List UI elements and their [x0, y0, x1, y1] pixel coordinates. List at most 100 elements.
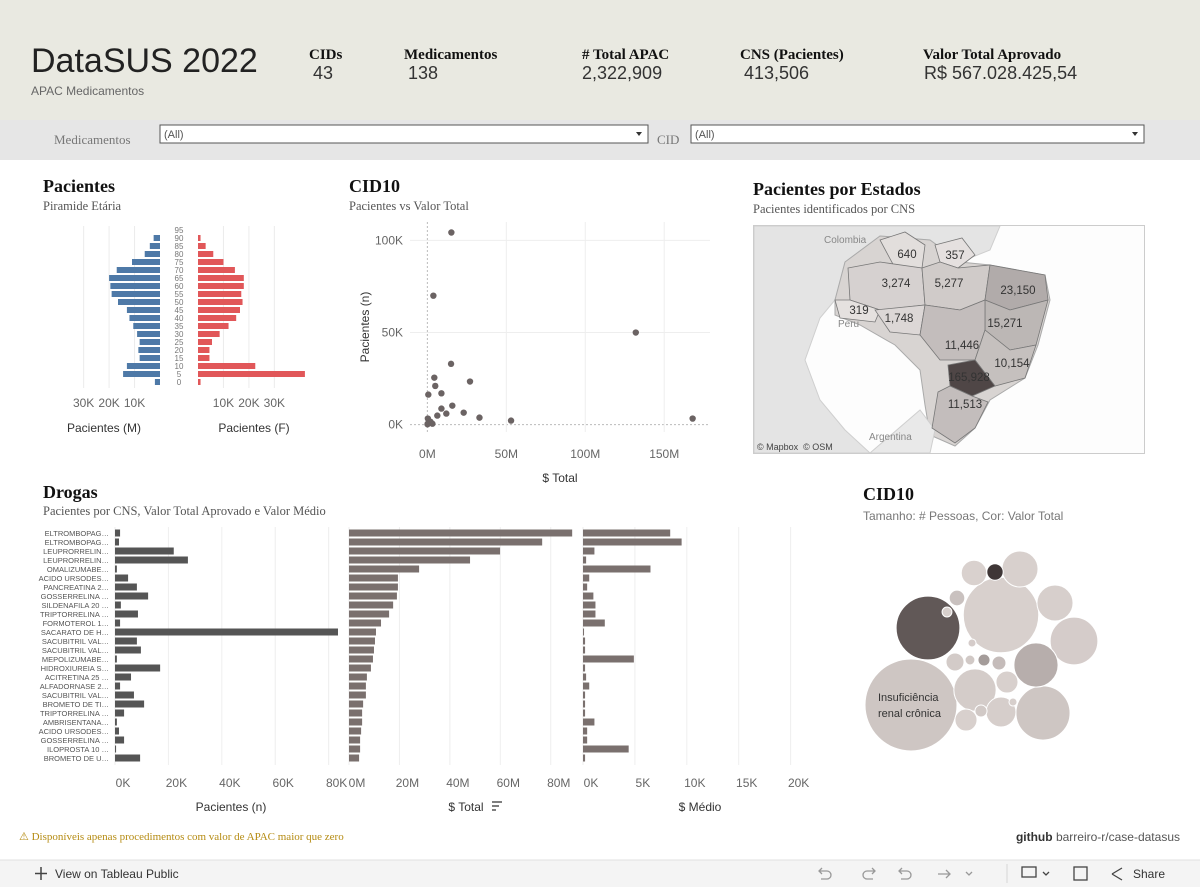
bar [349, 754, 360, 762]
credit-repo[interactable]: barreiro-r/case-datasus [1056, 830, 1180, 844]
dropdown-arrow[interactable] [636, 132, 642, 136]
bar [138, 347, 160, 353]
bar [115, 673, 132, 681]
category-label: MEPOLIZUMABE… [42, 655, 109, 664]
dropdown-arrow[interactable] [1132, 132, 1138, 136]
bar [349, 745, 361, 753]
x-axis-label: Pacientes (n) [196, 800, 267, 814]
bar [349, 700, 364, 708]
category-label: SACARATO DE H… [41, 628, 109, 637]
state-label: 165,928 [948, 372, 990, 384]
x-tick-label: 40K [219, 776, 240, 790]
bar [198, 323, 229, 329]
bar [126, 307, 160, 313]
bar [111, 291, 160, 297]
x-tick-label: 20M [396, 776, 419, 790]
bar [198, 379, 201, 385]
redo[interactable] [862, 867, 876, 880]
bar [129, 315, 160, 321]
download[interactable] [1021, 866, 1037, 878]
footer-credit[interactable]: github barreiro-r/case-datasus [1016, 830, 1180, 844]
age-label: 55 [175, 290, 184, 299]
bar [198, 283, 244, 289]
undo[interactable] [818, 867, 832, 880]
header-title: DataSUS 2022 [31, 42, 258, 80]
bar [115, 574, 129, 582]
state [834, 299, 881, 323]
credit-site[interactable]: github [1016, 830, 1053, 844]
point [424, 421, 431, 428]
point [507, 417, 515, 424]
bar [132, 259, 160, 265]
bar [153, 235, 160, 241]
bar [198, 339, 212, 345]
dropdown[interactable]: (All) [690, 124, 1145, 144]
toolbar [0, 860, 1200, 887]
caret[interactable] [965, 871, 973, 876]
bubble [960, 559, 988, 587]
dropdown-value[interactable]: (All) [164, 129, 184, 141]
bar [349, 655, 373, 663]
chart-title: Pacientes por Estados [753, 179, 921, 199]
bar [115, 682, 121, 690]
x-tick-label: 10K [124, 396, 145, 410]
bar [115, 619, 121, 627]
bar [349, 592, 397, 600]
tableau-icon[interactable] [35, 867, 47, 880]
point [432, 382, 439, 390]
category-label: LEUPRORRELIN… [43, 556, 109, 565]
bar [198, 267, 235, 273]
refresh[interactable] [938, 869, 951, 879]
dropdown-box[interactable] [690, 124, 1145, 144]
kpi-value: 2,322,909 [582, 63, 662, 83]
place-label: Colombia [824, 235, 867, 246]
bar [349, 601, 394, 609]
category-label: PANCREATINA 2… [43, 583, 109, 592]
x-tick-label: 15K [736, 776, 757, 790]
state-label: 1,748 [885, 313, 914, 325]
share-icon[interactable] [1111, 867, 1123, 881]
bar [583, 745, 629, 753]
toolbar-icons[interactable] [818, 864, 1123, 883]
dropdown-value[interactable]: (All) [695, 129, 715, 141]
x-tick-label: 0M [419, 447, 436, 461]
bubble [948, 589, 966, 607]
bar [349, 538, 543, 546]
header-bg [0, 0, 1200, 120]
point [431, 374, 438, 381]
category-label: ELTROMBOPAG… [45, 529, 109, 538]
point [447, 360, 455, 368]
bar [115, 610, 138, 618]
bar [109, 275, 160, 281]
point [689, 415, 696, 422]
map-layer: 640 357 3,274 5,277 23,150 319 1,748 15,271 11,4… [757, 231, 1049, 452]
dropdown-box[interactable] [159, 124, 649, 144]
caret[interactable] [1042, 871, 1050, 876]
bar [123, 371, 160, 377]
x-tick-label: 0K [584, 776, 599, 790]
x-tick-label: 20K [238, 396, 259, 410]
bar [583, 718, 595, 726]
dropdown[interactable]: (All) [159, 124, 649, 144]
bar [115, 601, 121, 609]
bar [198, 363, 256, 369]
bar [115, 628, 338, 636]
bar [583, 691, 586, 699]
share-button[interactable]: Share [1133, 867, 1165, 881]
bubble [954, 708, 978, 732]
bar [349, 709, 363, 717]
bar [583, 727, 588, 735]
bar [115, 556, 188, 564]
age-label: 20 [175, 346, 184, 355]
state-label: 3,274 [882, 278, 911, 290]
revert[interactable] [898, 867, 912, 880]
fullscreen[interactable] [1073, 866, 1088, 881]
kpi-label: Medicamentos [404, 47, 497, 63]
x-axis-label: $ Total [448, 800, 483, 814]
age-label: 85 [175, 242, 184, 251]
kpi-value: 413,506 [744, 63, 809, 83]
view-link[interactable]: View on Tableau Public [55, 867, 179, 881]
state-label: 357 [945, 250, 964, 262]
bar [349, 691, 366, 699]
